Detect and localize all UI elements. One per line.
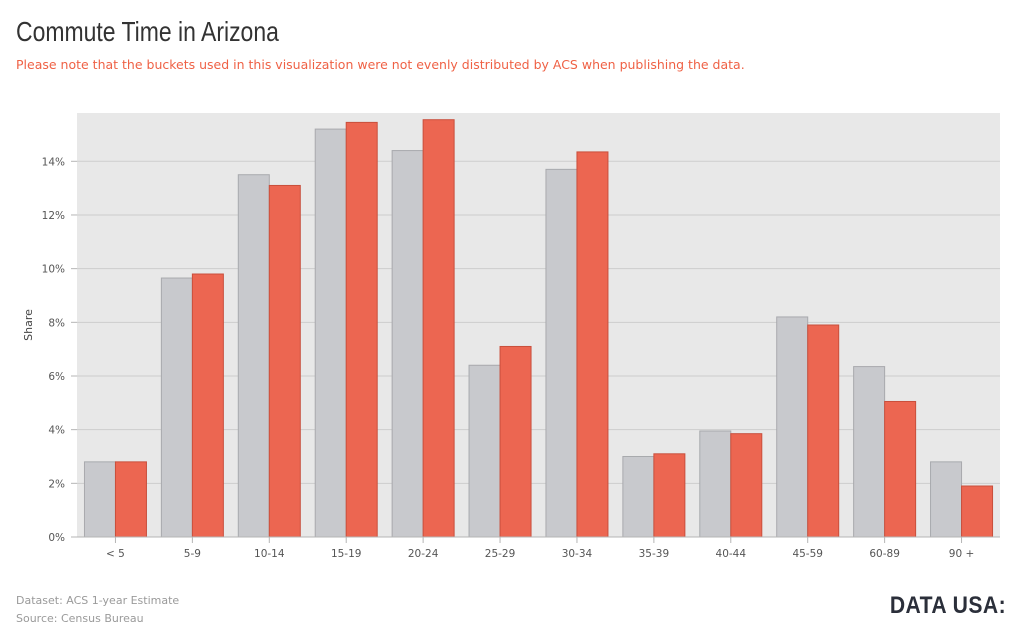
- bar: [930, 461, 963, 538]
- bar: [545, 168, 578, 538]
- bar-chart: 0% 2% 4% 6% 8% 10% 12% 14% Share < 5 5-9 10-14 15-19…: [22, 113, 1000, 560]
- bar: [961, 485, 994, 538]
- y-tick-label: 10%: [42, 264, 65, 276]
- y-tick-label: 6%: [48, 371, 65, 383]
- x-tick-label: 45-59: [792, 548, 823, 560]
- bar: [576, 151, 609, 538]
- x-tick-label: 25-29: [485, 548, 516, 560]
- x-tick-label: 30-34: [562, 548, 593, 560]
- x-tick-label: 20-24: [408, 548, 439, 560]
- x-tick-label: < 5: [106, 548, 125, 560]
- x-tick-label: 90 +: [949, 548, 975, 560]
- y-tick-label: 14%: [42, 156, 65, 168]
- bar: [853, 366, 886, 538]
- data-usa-logo[interactable]: DATA USA:: [889, 592, 1006, 619]
- y-axis-title: Share: [22, 309, 35, 341]
- bar: [422, 119, 455, 538]
- plot-area: [77, 113, 1000, 537]
- bar: [884, 400, 917, 538]
- chart-subtitle: Please note that the buckets used in thi…: [16, 57, 745, 72]
- x-tick-label: 10-14: [254, 548, 285, 560]
- y-tick-label: 0%: [48, 532, 65, 544]
- bar: [622, 455, 655, 538]
- bar: [345, 121, 378, 538]
- y-tick-label: 12%: [42, 210, 65, 222]
- dataset-note: Dataset: ACS 1-year Estimate: [16, 594, 180, 607]
- x-tick-label: 15-19: [331, 548, 362, 560]
- bar: [83, 461, 116, 538]
- bar: [807, 324, 840, 538]
- bar: [730, 433, 763, 538]
- bar: [268, 184, 301, 538]
- y-tick-label: 2%: [48, 478, 65, 490]
- bar: [499, 345, 532, 538]
- bar: [776, 316, 809, 538]
- x-tick-label: 40-44: [716, 548, 747, 560]
- bar: [237, 174, 270, 538]
- bar: [191, 273, 224, 538]
- x-tick-label: 35-39: [639, 548, 670, 560]
- bar: [314, 128, 347, 538]
- bar: [391, 150, 424, 538]
- source-note: Source: Census Bureau: [16, 612, 144, 625]
- bar: [160, 277, 193, 538]
- bar: [114, 461, 147, 538]
- x-tick-label: 60-89: [869, 548, 900, 560]
- bar: [468, 364, 501, 538]
- y-tick-label: 4%: [48, 425, 65, 437]
- chart-title: Commute Time in Arizona: [16, 16, 279, 47]
- y-tick-label: 8%: [48, 317, 65, 329]
- x-tick-label: 5-9: [184, 548, 201, 560]
- bar: [699, 430, 732, 538]
- bar: [653, 453, 686, 538]
